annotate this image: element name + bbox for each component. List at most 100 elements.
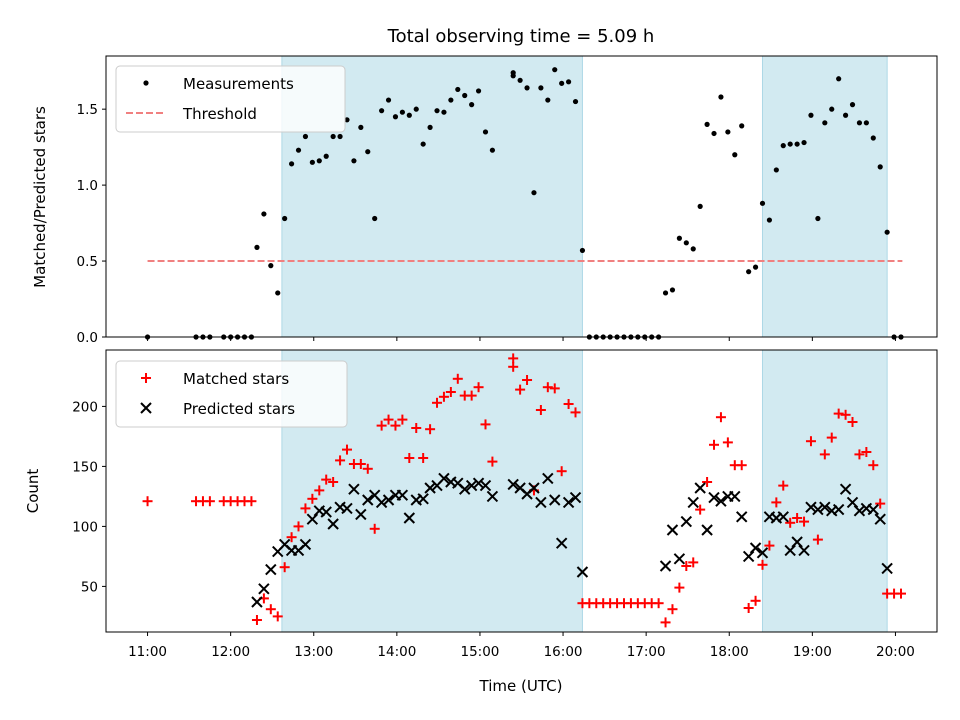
predicted-stars-point-76 xyxy=(867,503,879,516)
measurements-point-23 xyxy=(351,158,357,164)
matched-stars-point-22 xyxy=(341,444,352,455)
measurements-point-92 xyxy=(836,76,842,82)
matched-stars-point-66 xyxy=(653,598,664,609)
x-tick-label-7: 18:00 xyxy=(710,644,749,660)
matched-stars-point-43 xyxy=(487,456,498,467)
measurements-point-36 xyxy=(441,109,447,115)
matched-stars-point-85 xyxy=(785,517,796,528)
predicted-stars-point-15 xyxy=(355,508,367,521)
measurements-point-89 xyxy=(815,215,821,222)
measurements-point-17 xyxy=(309,159,315,165)
measurements-point-75 xyxy=(718,94,724,100)
measurements-point-42 xyxy=(482,129,489,135)
matched-stars-point-47 xyxy=(522,375,533,385)
matched-stars-point-29 xyxy=(390,420,401,431)
measurements-point-93 xyxy=(842,112,849,118)
matched-stars-point-90 xyxy=(819,449,830,460)
matched-stars-point-50 xyxy=(542,382,553,393)
matched-stars-point-49 xyxy=(535,405,546,415)
predicted-stars-point-58 xyxy=(742,550,755,563)
matched-stars-point-52 xyxy=(556,466,567,477)
matched-stars-point-91 xyxy=(826,432,837,443)
predicted-stars-point-0 xyxy=(251,596,263,608)
predicted-stars-point-63 xyxy=(777,511,789,523)
matched-stars-point-31 xyxy=(404,453,415,463)
measurements-point-83 xyxy=(773,167,779,173)
measurements-point-73 xyxy=(704,121,710,127)
legend-threshold-label: Threshold xyxy=(182,105,257,123)
matched-stars-point-81 xyxy=(757,559,768,570)
measurements-point-28 xyxy=(385,97,392,103)
matched-stars-point-19 xyxy=(321,474,332,485)
x-tick-label-6: 17:00 xyxy=(627,644,666,660)
measurements-point-45 xyxy=(510,73,516,79)
measurements-point-37 xyxy=(448,97,454,103)
matched-stars-point-33 xyxy=(418,453,429,463)
predicted-stars-point-41 xyxy=(549,494,561,506)
matched-stars-point-18 xyxy=(314,485,325,496)
predicted-stars-point-16 xyxy=(362,494,374,506)
predicted-stars-point-65 xyxy=(791,536,803,548)
matched-stars-point-98 xyxy=(875,498,886,509)
matched-stars-point-45 xyxy=(508,361,519,372)
y-tick-label-0: 0.0 xyxy=(77,330,98,346)
y-tick-label-2: 1.0 xyxy=(77,178,98,194)
measurements-point-16 xyxy=(302,133,309,140)
measurements-point-77 xyxy=(732,152,738,158)
measurements-point-91 xyxy=(829,106,835,112)
matched-stars-point-41 xyxy=(473,382,484,393)
predicted-stars-point-59 xyxy=(749,542,762,554)
shaded-interval-1 xyxy=(761,349,888,633)
measurements-point-85 xyxy=(787,141,793,147)
predicted-stars-point-21 xyxy=(396,489,409,501)
top-axes-frame xyxy=(105,55,938,338)
measurements-point-18 xyxy=(316,158,322,164)
matched-stars-point-12 xyxy=(272,611,283,622)
top-x-ticks xyxy=(147,337,896,341)
legend-predicted-label: Predicted stars xyxy=(183,400,295,418)
matched-stars-point-30 xyxy=(397,414,408,425)
predicted-stars-point-67 xyxy=(805,501,817,513)
matched-stars-point-72 xyxy=(695,504,706,515)
legend-matched-label: Matched stars xyxy=(183,370,289,388)
matched-stars-point-87 xyxy=(799,516,810,527)
matched-stars-point-96 xyxy=(861,447,872,457)
predicted-stars-point-13 xyxy=(341,502,353,515)
matched-stars-point-82 xyxy=(764,540,775,551)
top-panel: 0.0 0.5 1.0 1.5 Matched/Predicted stars Mea… xyxy=(31,55,938,346)
predicted-stars-point-14 xyxy=(348,483,360,495)
measurements-point-41 xyxy=(475,88,482,94)
measurements-point-84 xyxy=(780,143,786,149)
y-tick-label-3: 200 xyxy=(72,399,98,415)
predicted-stars-point-60 xyxy=(756,547,769,559)
predicted-stars-point-68 xyxy=(812,503,824,516)
top-legend: Measurements Threshold xyxy=(115,65,346,133)
measurements-point-97 xyxy=(870,135,876,141)
predicted-stars-point-34 xyxy=(486,490,499,503)
predicted-stars-point-19 xyxy=(382,494,395,506)
y-tick-label-1: 100 xyxy=(72,519,98,535)
y-tick-label-1: 0.5 xyxy=(77,254,98,270)
counts-series xyxy=(142,353,906,628)
matched-stars-point-8 xyxy=(246,496,257,507)
predicted-stars-point-10 xyxy=(320,506,332,518)
legend-measurements-marker xyxy=(143,80,149,86)
matched-stars-point-0 xyxy=(142,496,153,507)
bottom-legend: Matched stars Predicted stars xyxy=(115,360,348,428)
matched-stars-point-78 xyxy=(736,460,747,471)
measurements-point-9 xyxy=(254,244,260,250)
predicted-stars-point-27 xyxy=(438,472,450,485)
measurements-point-96 xyxy=(863,120,869,126)
measurements-point-67 xyxy=(662,290,669,296)
matched-stars-point-83 xyxy=(771,497,782,508)
measurements-point-49 xyxy=(538,85,544,91)
predicted-stars-point-69 xyxy=(819,501,831,513)
predicted-stars-point-32 xyxy=(472,477,485,489)
predicted-stars-point-73 xyxy=(846,496,859,509)
top-shaded-intervals xyxy=(281,55,888,338)
x-tick-label-9: 20:00 xyxy=(876,644,915,660)
matched-stars-point-21 xyxy=(335,455,346,466)
measurements-point-15 xyxy=(295,147,302,153)
matched-stars-point-51 xyxy=(549,383,560,394)
